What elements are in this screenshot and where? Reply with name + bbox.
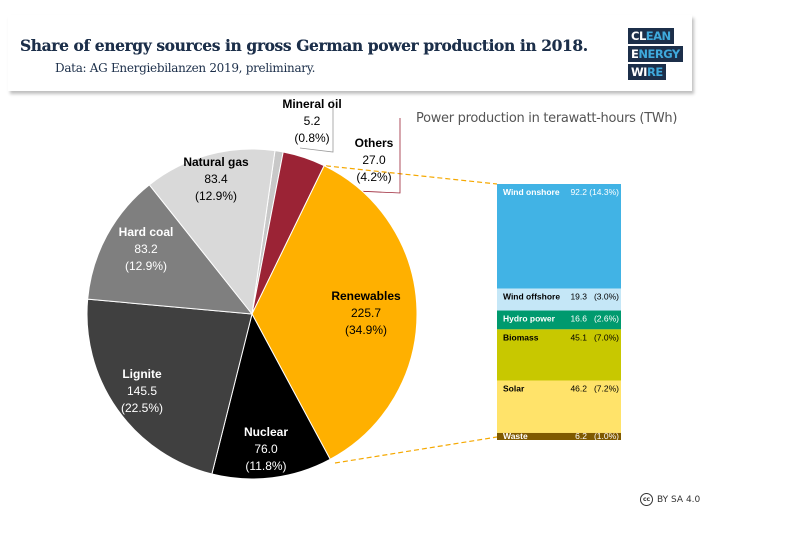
bar-label-waste: Waste — [503, 431, 528, 441]
bar-segment-waste — [497, 432, 621, 440]
label-pct-natural-gas: (12.9%) — [195, 189, 237, 203]
license-badge: cc BY SA 4.0 — [640, 493, 700, 506]
license-text: BY SA 4.0 — [657, 494, 701, 505]
bar-segment-biomass — [497, 329, 621, 381]
label-name-nuclear: Nuclear — [244, 425, 288, 439]
bar-label-biomass: Biomass — [503, 332, 539, 342]
label-pct-lignite: (22.5%) — [121, 401, 163, 415]
bar-title: Power production in terawatt-hours (TWh) — [416, 111, 678, 126]
bar-segment-wind-onshore — [497, 184, 621, 289]
bar-value-waste: 6.2 — [575, 431, 587, 441]
bar-pct-biomass: (7.0%) — [594, 332, 619, 342]
bar-pct-waste: (1.0%) — [594, 431, 619, 441]
connector-bottom — [334, 436, 498, 464]
clean-energy-wire-logo: CLEAN ENERGY WIRE — [628, 28, 683, 82]
label-value-mineral-oil: 5.2 — [304, 114, 321, 128]
chart-title: Share of energy sources in gross German … — [20, 36, 588, 55]
label-name-renewables: Renewables — [331, 289, 401, 303]
pie-chart-title: Share of energy sources in gross German … — [20, 36, 588, 55]
label-value-renewables: 225.7 — [351, 306, 381, 320]
pie-slice-renewables — [251, 164, 418, 460]
cc-icon: cc — [640, 493, 653, 506]
label-name-natural-gas: Natural gas — [183, 155, 249, 169]
label-value-hard-coal: 83.2 — [134, 242, 158, 256]
mineral-oil-callout-line — [299, 100, 334, 153]
bar-pct-wind-offshore: (3.0%) — [594, 292, 619, 302]
bar-label-wind-offshore: Wind offshore — [503, 292, 560, 302]
bar-pct-wind-onshore: (14.3%) — [589, 187, 619, 197]
bar-value-wind-offshore: 19.3 — [570, 292, 587, 302]
bar-segment-wind-offshore — [497, 288, 621, 311]
label-pct-others: (4.2%) — [356, 170, 391, 184]
label-pct-nuclear: (11.8%) — [245, 459, 286, 473]
label-value-natural-gas: 83.4 — [204, 172, 228, 186]
data-source: Data: AG Energiebilanzen 2019, prelimina… — [55, 61, 316, 75]
bar-value-wind-onshore: 92.2 — [570, 187, 587, 197]
pie-slice-nuclear — [211, 312, 331, 480]
bar-label-solar: Solar — [503, 384, 525, 394]
label-name-mineral-oil: Mineral oil — [282, 97, 341, 111]
label-pct-renewables: (34.9%) — [345, 323, 387, 337]
pie-slice-lignite — [86, 298, 253, 475]
bar-value-solar: 46.2 — [570, 384, 587, 394]
label-pct-hard-coal: (12.9%) — [125, 259, 167, 273]
bar-value-hydro-power: 16.6 — [570, 314, 587, 324]
label-value-lignite: 145.5 — [127, 384, 157, 398]
label-pct-mineral-oil: (0.8%) — [294, 131, 329, 145]
label-name-hard-coal: Hard coal — [119, 225, 174, 239]
bar-label-hydro-power: Hydro power — [503, 314, 556, 324]
connector-top — [317, 164, 498, 185]
label-name-lignite: Lignite — [122, 367, 162, 381]
bar-value-biomass: 45.1 — [570, 332, 587, 342]
bar-label-wind-onshore: Wind onshore — [503, 187, 560, 197]
label-name-others: Others — [355, 136, 394, 150]
bar-pct-hydro-power: (2.6%) — [594, 314, 619, 324]
bar-segment-solar — [497, 380, 621, 433]
bar-segment-hydro-power — [497, 310, 621, 330]
bar-pct-solar: (7.2%) — [594, 384, 619, 394]
header-panel — [8, 15, 692, 91]
pie-slice-natural-gas — [148, 148, 276, 316]
pie-slice-hard-coal — [87, 184, 254, 315]
label-value-nuclear: 76.0 — [254, 442, 278, 456]
label-value-others: 27.0 — [362, 153, 386, 167]
